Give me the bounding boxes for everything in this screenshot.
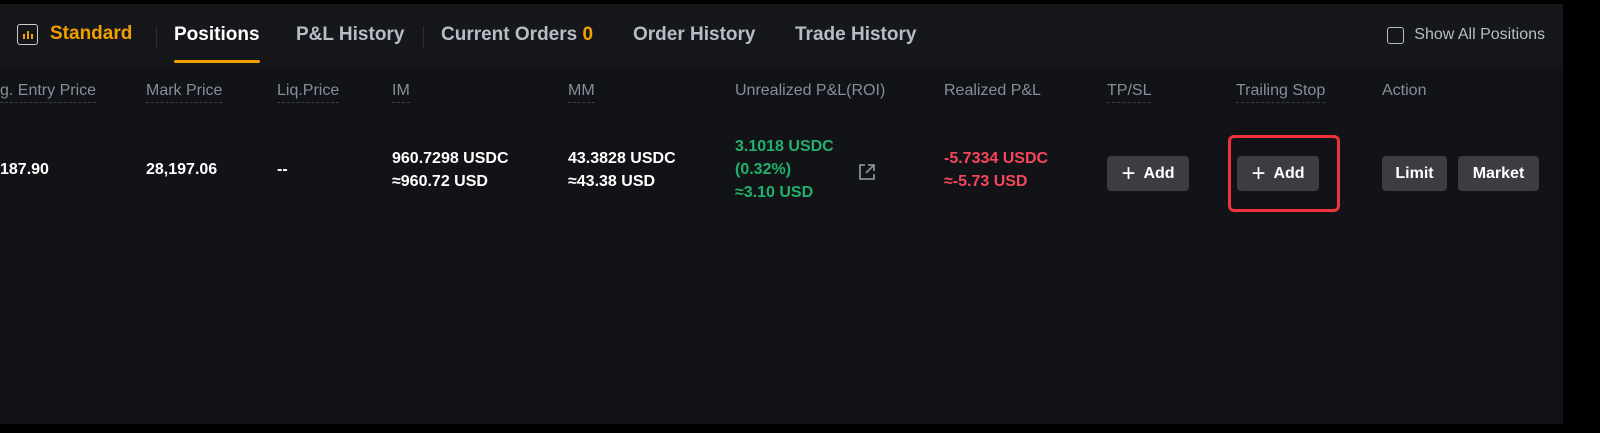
col-action: Action [1382, 82, 1427, 99]
roi: (0.32%) [735, 161, 792, 178]
market-close-button[interactable]: Market [1458, 156, 1539, 191]
col-liq-price: Liq.Price [277, 82, 340, 103]
tab-pnl-history[interactable]: P&L History [296, 24, 405, 45]
rpnl-usd: ≈-5.73 USD [944, 173, 1028, 190]
mm-usdc: 43.3828 USDC [568, 150, 676, 167]
mm-usd: ≈43.38 USD [568, 173, 656, 190]
current-orders-label: Current Orders [441, 24, 578, 45]
col-im: IM [392, 82, 410, 103]
col-mark-price: Mark Price [146, 82, 223, 103]
tab-current-orders[interactable]: Current Orders 0 [441, 24, 593, 46]
col-trailing-stop: Trailing Stop [1236, 82, 1326, 103]
realized-pnl: -5.7334 USDC ≈-5.73 USD [944, 147, 1048, 193]
plus-icon: + [1251, 159, 1266, 187]
im-usdc: 960.7298 USDC [392, 150, 509, 167]
chart-bars-icon [17, 23, 38, 45]
show-all-label: Show All Positions [1414, 26, 1545, 43]
tab-trade-history[interactable]: Trade History [795, 24, 917, 45]
rpnl-usdc: -5.7334 USDC [944, 150, 1049, 167]
col-entry-price: g. Entry Price [0, 82, 97, 103]
limit-close-button[interactable]: Limit [1382, 156, 1447, 191]
checkbox[interactable] [1387, 26, 1405, 44]
divider [423, 26, 424, 48]
button-label: Add [1273, 164, 1305, 182]
share-icon[interactable] [857, 162, 877, 182]
col-tpsl: TP/SL [1107, 82, 1152, 103]
tpsl-add-button[interactable]: + Add [1107, 156, 1189, 191]
tab-bar: Standard Positions P&L History Current O… [0, 4, 1563, 66]
im-usd: ≈960.72 USD [392, 173, 488, 190]
positions-panel: Standard Positions P&L History Current O… [0, 4, 1563, 424]
mark-price: 28,197.06 [146, 161, 218, 178]
current-orders-count: 0 [582, 24, 594, 45]
show-all-positions-toggle[interactable]: Show All Positions [1387, 26, 1545, 44]
im-value: 960.7298 USDC ≈960.72 USD [392, 147, 509, 193]
upnl-usd: ≈3.10 USD [735, 184, 814, 201]
mm-value: 43.3828 USDC ≈43.38 USD [568, 147, 676, 193]
unrealized-pnl: 3.1018 USDC (0.32%) ≈3.10 USD [735, 135, 834, 204]
tab-positions[interactable]: Positions [174, 24, 260, 63]
highlight-box [1228, 135, 1340, 212]
col-mm: MM [568, 82, 595, 103]
standard-mode-selector[interactable]: Standard [17, 23, 132, 45]
plus-icon: + [1121, 159, 1136, 187]
col-unrealized-pnl: Unrealized P&L(ROI) [735, 82, 886, 99]
standard-label: Standard [50, 23, 133, 44]
entry-price: 187.90 [0, 161, 49, 178]
trailing-stop-add-button[interactable]: + Add [1237, 156, 1319, 191]
button-label: Add [1143, 164, 1175, 182]
upnl-usdc: 3.1018 USDC [735, 138, 834, 155]
tab-order-history[interactable]: Order History [633, 24, 756, 45]
liq-price: -- [277, 161, 288, 178]
col-realized-pnl: Realized P&L [944, 82, 1041, 99]
divider [156, 26, 157, 48]
